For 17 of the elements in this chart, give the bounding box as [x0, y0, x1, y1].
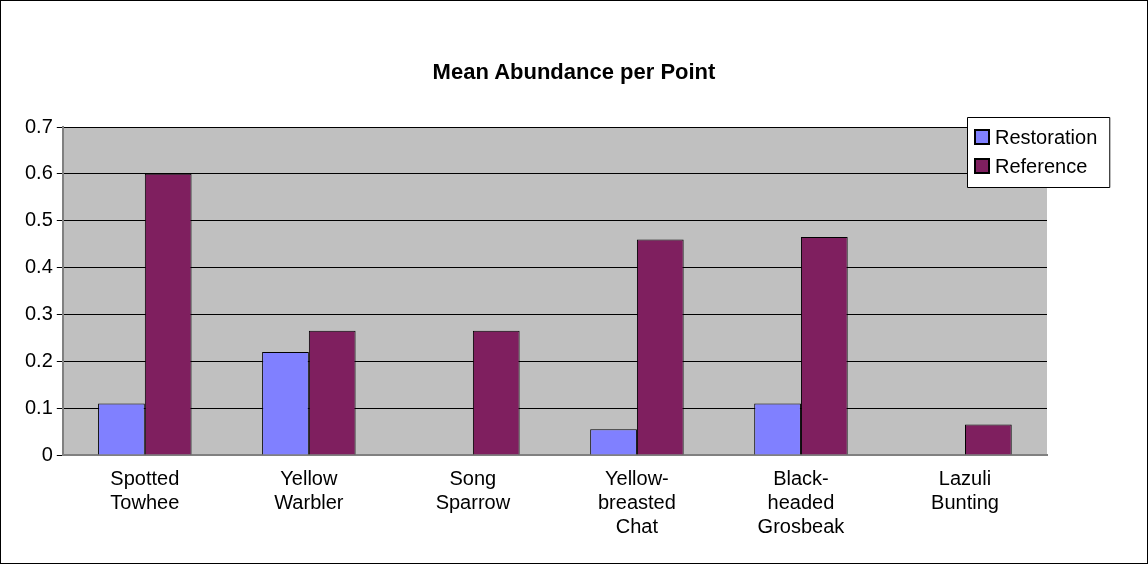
- y-tick-label: 0.7: [24, 114, 53, 137]
- legend-label: Restoration: [995, 125, 1098, 148]
- y-tick-label: 0.2: [24, 348, 53, 371]
- x-tick-label: Lazuli Bunting: [931, 466, 999, 513]
- x-tick-label: Black-headed Grosbeak: [757, 466, 846, 537]
- x-tick-label: Song Sparrow: [435, 466, 511, 513]
- y-tick-label: 0.4: [24, 255, 53, 278]
- chart-title: Mean Abundance per Point: [431, 59, 717, 85]
- x-tick-label: Yellow-breasted Chat: [598, 466, 676, 537]
- x-tick-label: Yellow Warbler: [274, 466, 344, 513]
- y-tick-label: 0.6: [24, 161, 53, 184]
- y-tick-label: 0.1: [24, 395, 53, 418]
- y-tick-label: 0: [41, 442, 53, 465]
- y-tick-label: 0.5: [24, 208, 53, 231]
- legend-label: Reference: [995, 154, 1088, 177]
- x-tick-label: Spotted Towhee: [110, 466, 180, 513]
- y-tick-label: 0.3: [24, 301, 53, 324]
